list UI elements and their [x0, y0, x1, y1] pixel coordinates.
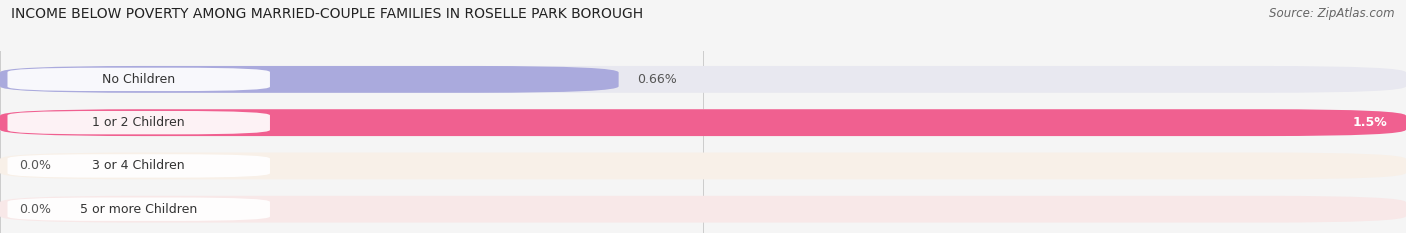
- FancyBboxPatch shape: [0, 153, 1406, 179]
- FancyBboxPatch shape: [7, 68, 270, 91]
- FancyBboxPatch shape: [7, 111, 270, 134]
- Text: 5 or more Children: 5 or more Children: [80, 203, 197, 216]
- Text: 1.5%: 1.5%: [1353, 116, 1388, 129]
- Text: INCOME BELOW POVERTY AMONG MARRIED-COUPLE FAMILIES IN ROSELLE PARK BOROUGH: INCOME BELOW POVERTY AMONG MARRIED-COUPL…: [11, 7, 644, 21]
- FancyBboxPatch shape: [7, 198, 270, 221]
- Text: 3 or 4 Children: 3 or 4 Children: [93, 159, 186, 172]
- Text: 0.0%: 0.0%: [18, 159, 51, 172]
- FancyBboxPatch shape: [0, 109, 1406, 136]
- FancyBboxPatch shape: [7, 154, 270, 178]
- Text: 1 or 2 Children: 1 or 2 Children: [93, 116, 186, 129]
- Text: 0.66%: 0.66%: [637, 73, 678, 86]
- Text: No Children: No Children: [103, 73, 176, 86]
- FancyBboxPatch shape: [0, 196, 1406, 223]
- FancyBboxPatch shape: [0, 66, 1406, 93]
- Text: Source: ZipAtlas.com: Source: ZipAtlas.com: [1270, 7, 1395, 20]
- FancyBboxPatch shape: [0, 66, 619, 93]
- FancyBboxPatch shape: [0, 109, 1406, 136]
- Text: 0.0%: 0.0%: [18, 203, 51, 216]
